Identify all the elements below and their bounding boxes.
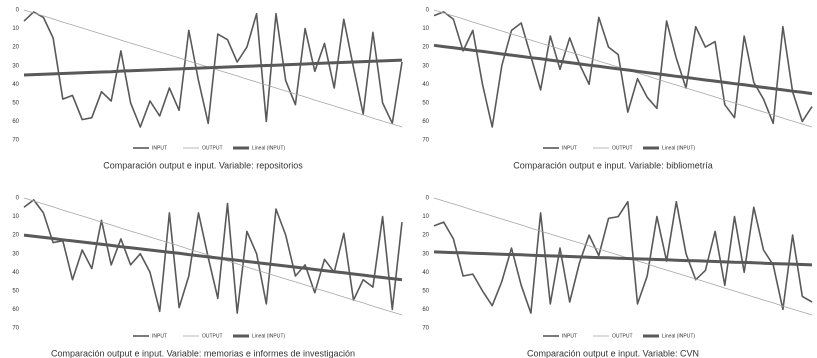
legend-label: OUTPUT [202, 333, 223, 339]
y-tick-label: 50 [422, 288, 429, 294]
y-tick-label: 70 [12, 138, 19, 144]
y-tick-label: 40 [12, 270, 19, 276]
legend-label: INPUT [562, 333, 577, 339]
legend-label: OUTPUT [202, 145, 223, 151]
y-tick-label: 30 [422, 63, 429, 69]
y-tick-label: 20 [422, 233, 429, 239]
series-line [433, 197, 813, 316]
series-line [433, 250, 813, 267]
legend-label: OUTPUT [612, 333, 633, 339]
y-tick-label: 10 [422, 214, 429, 220]
series-line [23, 233, 403, 282]
y-tick-label: 40 [422, 82, 429, 88]
series-line [23, 11, 403, 128]
legend-label: INPUT [152, 145, 167, 151]
y-tick-label: 10 [12, 214, 19, 220]
y-tick-label: 10 [12, 26, 19, 32]
y-tick-label: 70 [422, 326, 429, 332]
y-tick-label: 30 [422, 251, 429, 257]
caption: Comparación output e input. Variable: me… [51, 348, 355, 358]
series-line [23, 58, 403, 77]
caption: Comparación output e input. Variable: bi… [513, 160, 712, 170]
y-tick-label: 50 [12, 100, 19, 106]
y-tick-label: 60 [12, 307, 19, 313]
y-tick-label: 0 [426, 8, 430, 14]
y-tick-label: 20 [12, 233, 19, 239]
series-line [433, 43, 813, 96]
legend-label: Lineal (INPUT) [662, 145, 695, 151]
y-tick-label: 70 [12, 326, 19, 332]
legend-label: OUTPUT [612, 145, 633, 151]
y-tick-label: 60 [422, 307, 429, 313]
y-tick-label: 0 [16, 196, 20, 202]
caption: Comparación output e input. Variable: re… [103, 160, 303, 170]
y-tick-label: 30 [12, 251, 19, 257]
caption: Comparación output e input. Variable: CV… [527, 348, 699, 358]
legend-label: INPUT [152, 333, 167, 339]
y-tick-label: 50 [12, 288, 19, 294]
legend-label: Lineal (INPUT) [252, 333, 285, 339]
y-tick-label: 40 [422, 270, 429, 276]
y-tick-label: 20 [12, 45, 19, 51]
y-tick-label: 10 [422, 26, 429, 32]
y-tick-label: 50 [422, 100, 429, 106]
y-tick-label: 20 [422, 45, 429, 51]
y-tick-label: 70 [422, 138, 429, 144]
y-tick-label: 0 [16, 8, 20, 14]
legend-label: INPUT [562, 145, 577, 151]
y-tick-label: 60 [12, 119, 19, 125]
y-tick-label: 60 [422, 119, 429, 125]
series-line [433, 11, 813, 128]
legend-label: Lineal (INPUT) [252, 145, 285, 151]
series-line [433, 200, 813, 314]
y-tick-label: 40 [12, 82, 19, 88]
y-tick-label: 30 [12, 63, 19, 69]
y-tick-label: 0 [426, 196, 430, 202]
legend-label: Lineal (INPUT) [662, 333, 695, 339]
series-line [23, 199, 403, 314]
